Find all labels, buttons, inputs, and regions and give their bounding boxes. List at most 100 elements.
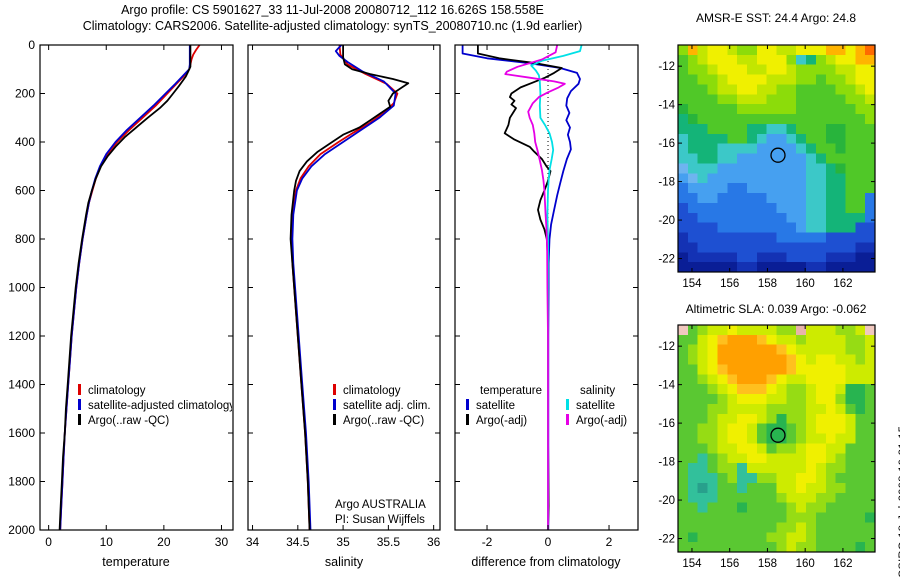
svg-text:400: 400: [15, 135, 35, 149]
legend-label: climatology: [343, 385, 401, 397]
figure-title: Argo profile: CS 5901627_33 11-Jul-2008 …: [0, 2, 665, 34]
svg-text:1600: 1600: [8, 426, 35, 440]
legend-item: Argo(-adj): [466, 414, 565, 429]
svg-text:800: 800: [15, 232, 35, 246]
svg-text:30: 30: [215, 535, 229, 549]
svg-text:0: 0: [545, 535, 552, 549]
svg-text:-18: -18: [658, 177, 675, 189]
legend-label: Argo(-adj): [576, 415, 628, 427]
argo-float-marker: [770, 147, 786, 163]
figure-title-line2: Climatology: CARS2006. Satellite-adjuste…: [82, 19, 583, 33]
svg-text:162: 162: [833, 558, 852, 570]
svg-text:600: 600: [15, 184, 35, 198]
svg-text:0: 0: [45, 535, 52, 549]
series-diff: [530, 45, 583, 530]
series-sal: [291, 45, 397, 530]
legend-salinity-plot: climatology satellite adj. clim. Argo(..ra…: [333, 384, 439, 429]
legend-difference-temperature: temperature satellite Argo(-adj): [466, 384, 565, 429]
legend-swatch: [333, 414, 336, 425]
legend-label: satellite: [576, 400, 615, 412]
legend-label: climatology: [88, 385, 146, 397]
legend-item: satellite-adjusted climatology: [78, 399, 232, 414]
legend-swatch: [333, 384, 336, 395]
legend-item: climatology: [333, 384, 439, 399]
svg-text:158: 158: [758, 278, 777, 290]
legend-label: Argo(-adj): [476, 415, 528, 427]
series-diff: [504, 45, 566, 530]
legend-swatch: [466, 399, 469, 410]
svg-text:-22: -22: [658, 254, 675, 266]
legend-item: Argo(..raw -QC): [333, 414, 439, 429]
svg-text:0: 0: [28, 38, 35, 52]
legend-swatch: [466, 414, 469, 425]
difference-axis-label: difference from climatology: [471, 555, 621, 569]
svg-text:200: 200: [15, 87, 35, 101]
annotation-line2: PI: Susan Wijffels: [335, 514, 425, 526]
annotation-line1: Argo AUSTRALIA: [335, 499, 426, 511]
legend-item: satellite adj. clim.: [333, 399, 439, 414]
legend-item: satellite: [466, 399, 565, 414]
svg-text:36: 36: [427, 535, 441, 549]
legend-swatch: [78, 399, 81, 410]
svg-text:34.5: 34.5: [286, 535, 310, 549]
svg-text:-14: -14: [658, 100, 675, 112]
profile-plot-sal: 34 34.5 35 35.5 36: [246, 44, 441, 549]
map-sla: 154 156 158 160 162 -12 -14 -16 -18 -20 -22: [658, 324, 876, 570]
svg-text:-12: -12: [658, 61, 675, 73]
legend-swatch: [78, 384, 81, 395]
legend-label: satellite-adjusted climatology: [88, 400, 232, 412]
legend-label: Argo(..raw -QC): [88, 415, 170, 427]
svg-text:156: 156: [720, 558, 739, 570]
legend-difference-salinity: salinity satellite Argo(-adj): [566, 384, 646, 429]
legend-label: Argo(..raw -QC): [343, 415, 425, 427]
series-temp: [59, 45, 201, 530]
svg-text:2000: 2000: [8, 523, 35, 537]
legend-item: Argo(-adj): [566, 414, 646, 429]
svg-text:156: 156: [720, 278, 739, 290]
legend-swatch: [333, 399, 336, 410]
profile-plot-temp: 0 10 20 30 0 200 400 600 800 1000 1200 1400 1600 1800…: [8, 38, 234, 549]
svg-text:1400: 1400: [8, 378, 35, 392]
legend-label: satellite adj. clim.: [343, 400, 431, 412]
sst-map-title: AMSR-E SST: 24.4 Argo: 24.8: [695, 11, 857, 25]
legend-label: satellite: [476, 400, 515, 412]
legend-item: Argo(..raw -QC): [78, 414, 232, 429]
temperature-axis-label: temperature: [102, 555, 170, 569]
svg-text:10: 10: [100, 535, 114, 549]
svg-text:-14: -14: [658, 380, 675, 392]
svg-text:-2: -2: [482, 535, 493, 549]
legend-temperature-plot: climatology satellite-adjusted climatolog…: [78, 384, 232, 429]
svg-text:35: 35: [336, 535, 350, 549]
legend-item: climatology: [78, 384, 232, 399]
figure-title-line1: Argo profile: CS 5901627_33 11-Jul-2008 …: [121, 3, 544, 17]
series-temp: [58, 45, 192, 530]
legend-header-temperature: temperature: [480, 385, 543, 397]
legend-swatch: [566, 414, 569, 425]
series-diff: [461, 45, 581, 530]
legend-swatch: [78, 414, 81, 425]
sla-map-title: Altimetric SLA: 0.039 Argo: -0.062: [685, 302, 867, 316]
svg-text:-16: -16: [658, 138, 675, 150]
svg-text:158: 158: [758, 558, 777, 570]
legend-header-salinity: salinity: [580, 385, 616, 397]
svg-text:-20: -20: [658, 215, 675, 227]
argo-float-marker: [770, 427, 786, 443]
svg-text:160: 160: [796, 558, 815, 570]
svg-text:1000: 1000: [8, 281, 35, 295]
project-annotation: Argo AUSTRALIA PI: Susan Wijffels: [335, 498, 426, 528]
svg-text:2: 2: [606, 535, 613, 549]
salinity-axis-label: salinity: [324, 555, 364, 569]
svg-text:160: 160: [796, 278, 815, 290]
series-temp: [59, 45, 191, 530]
profile-plot-diff: -2 0 2: [454, 44, 639, 549]
svg-text:154: 154: [682, 278, 702, 290]
svg-text:34: 34: [246, 535, 260, 549]
svg-text:-16: -16: [658, 418, 675, 430]
series-sal: [289, 45, 410, 530]
svg-text:154: 154: [682, 558, 702, 570]
svg-text:1800: 1800: [8, 475, 35, 489]
svg-text:1200: 1200: [8, 329, 35, 343]
svg-text:-18: -18: [658, 457, 675, 469]
